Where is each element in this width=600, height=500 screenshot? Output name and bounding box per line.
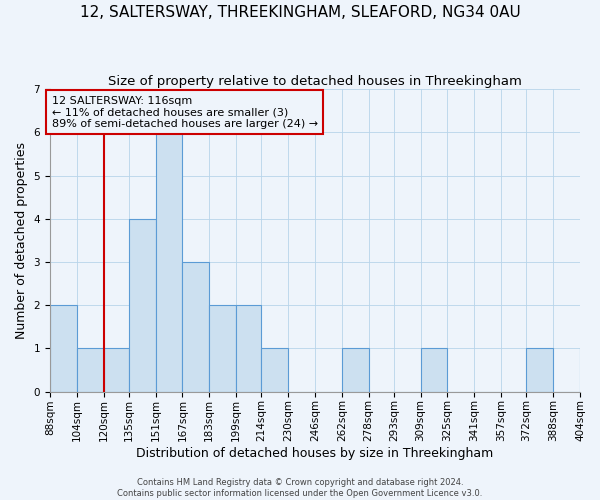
Bar [209,305,236,392]
Title: Size of property relative to detached houses in Threekingham: Size of property relative to detached ho… [108,75,522,88]
Text: 12 SALTERSWAY: 116sqm
← 11% of detached houses are smaller (3)
89% of semi-detac: 12 SALTERSWAY: 116sqm ← 11% of detached … [52,96,318,129]
Bar [580,348,600,392]
Text: 12, SALTERSWAY, THREEKINGHAM, SLEAFORD, NG34 0AU: 12, SALTERSWAY, THREEKINGHAM, SLEAFORD, … [80,5,520,20]
Bar [236,305,261,392]
Bar [104,348,129,392]
Bar [182,262,209,392]
Bar [155,132,182,392]
Bar [129,219,155,392]
X-axis label: Distribution of detached houses by size in Threekingham: Distribution of detached houses by size … [136,447,494,460]
Bar [342,348,368,392]
Bar [526,348,553,392]
Text: Contains HM Land Registry data © Crown copyright and database right 2024.
Contai: Contains HM Land Registry data © Crown c… [118,478,482,498]
Bar [421,348,448,392]
Y-axis label: Number of detached properties: Number of detached properties [15,142,28,339]
Bar [261,348,288,392]
Bar [77,348,104,392]
Bar [50,305,77,392]
